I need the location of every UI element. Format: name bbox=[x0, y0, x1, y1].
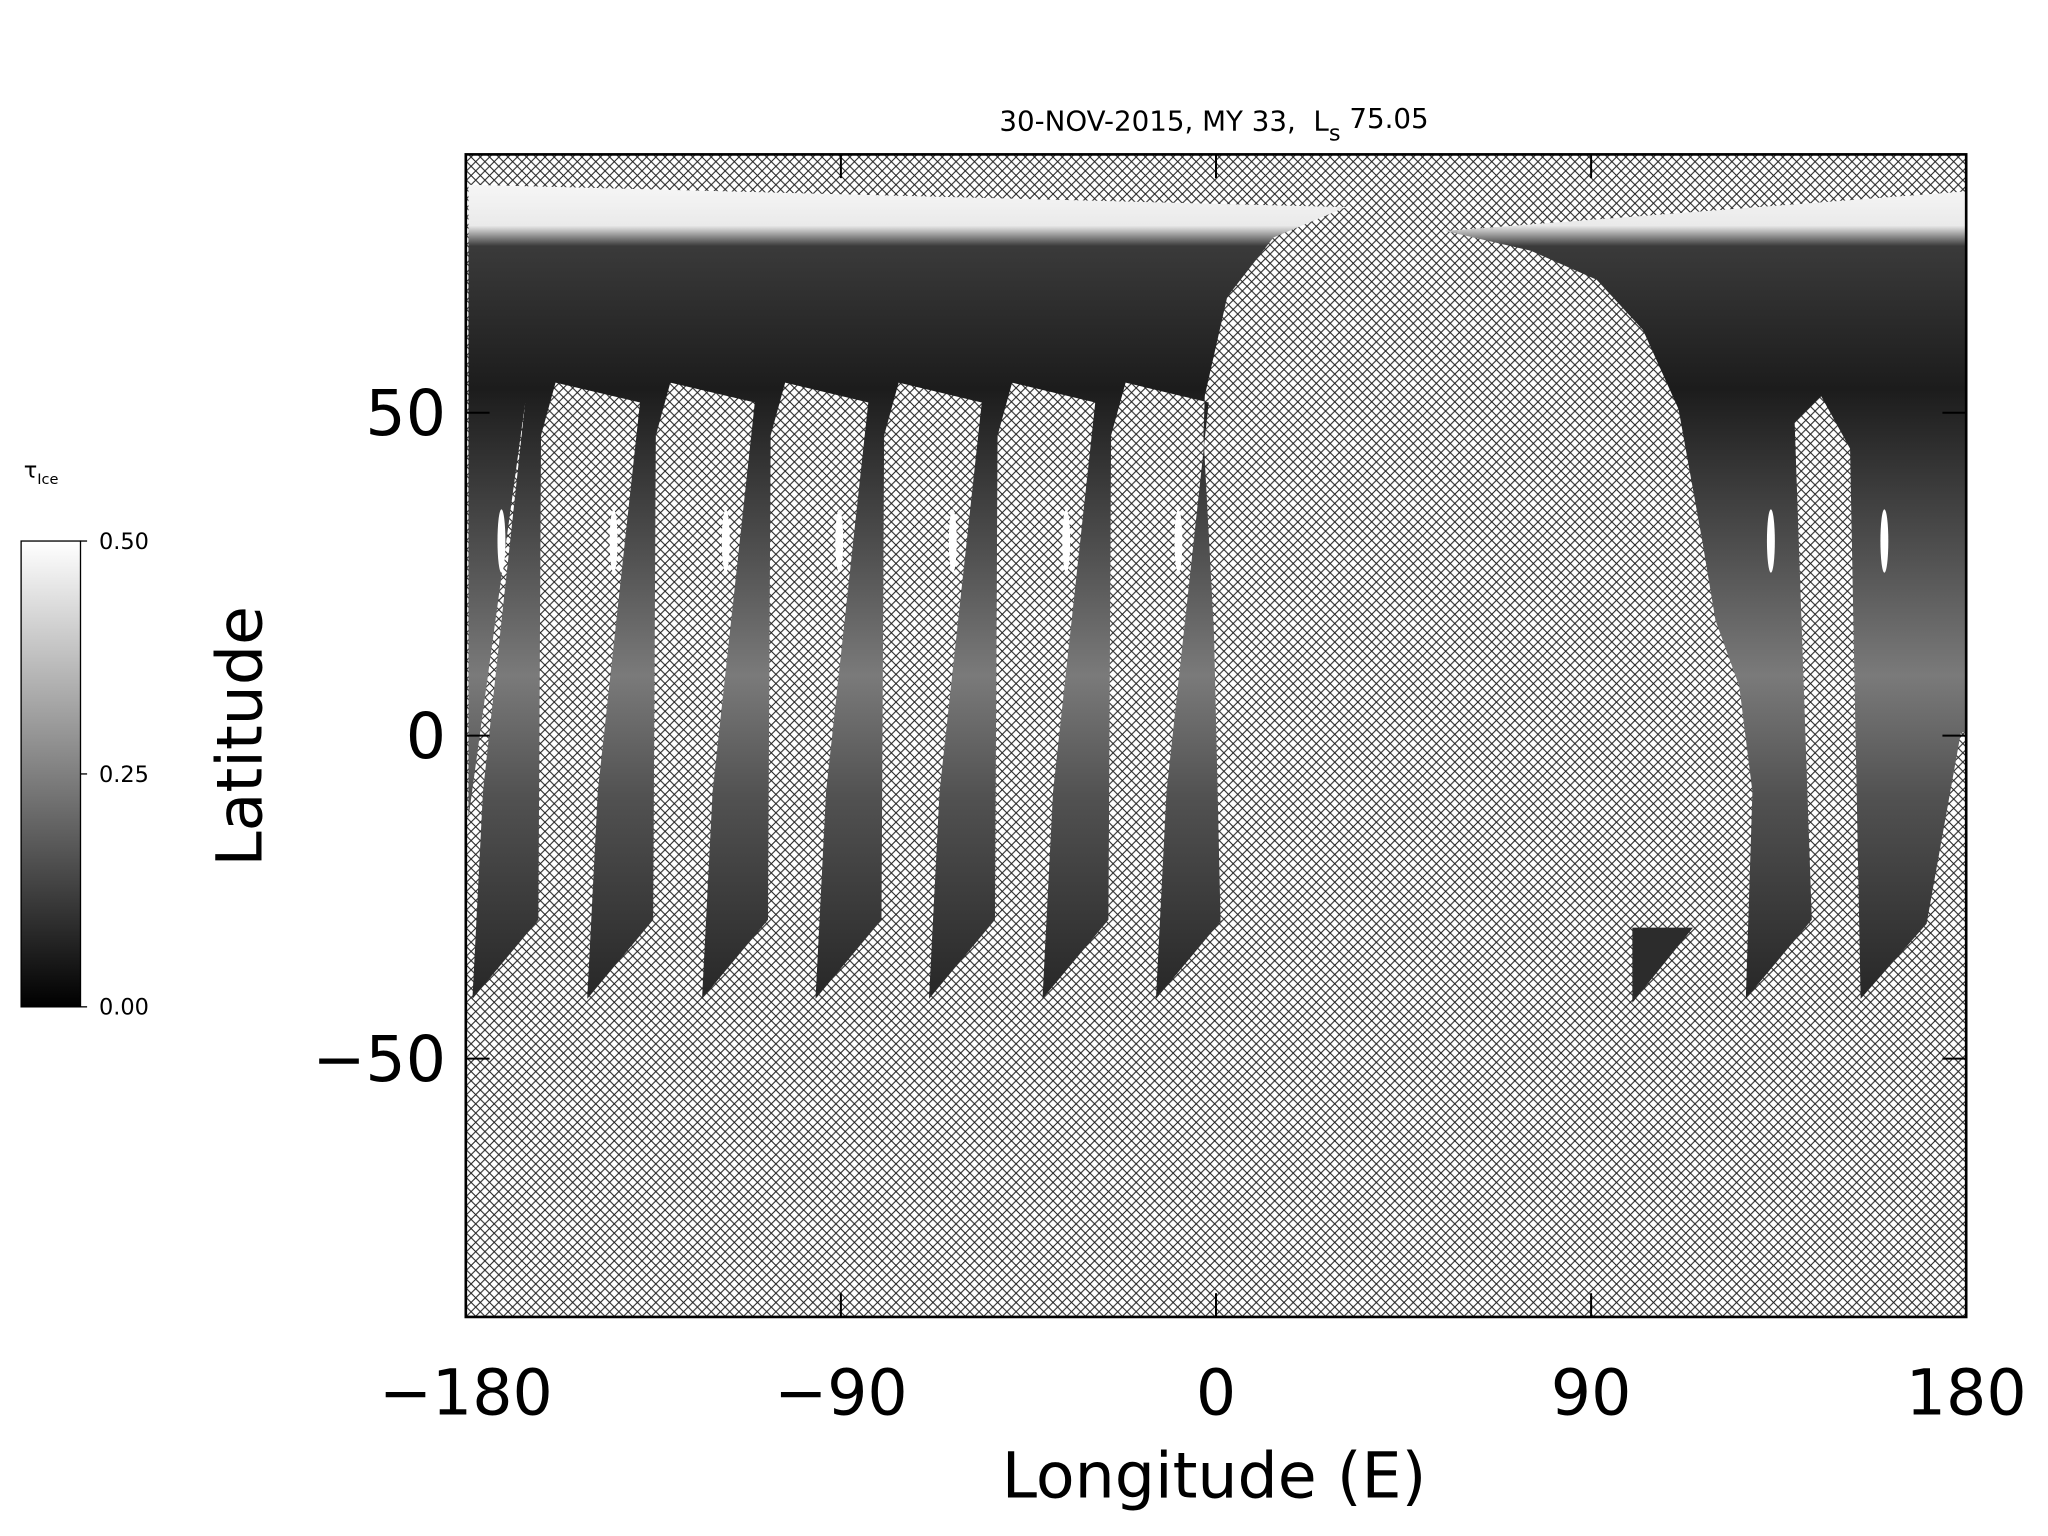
swath-region bbox=[1444, 191, 1967, 999]
text-span: τ bbox=[24, 458, 38, 484]
text-span: 75.05 bbox=[1341, 102, 1429, 135]
swath-region bbox=[468, 184, 1346, 999]
colorbar-tick-label: 0.25 bbox=[99, 762, 149, 788]
x-axis-label: Longitude (E) bbox=[1002, 1439, 1427, 1513]
swath-gap bbox=[1880, 509, 1889, 573]
y-tick-label: −50 bbox=[312, 1022, 446, 1096]
swath-gap bbox=[948, 509, 957, 573]
y-axis-label: Latitude bbox=[202, 606, 276, 867]
x-tick-label: −180 bbox=[379, 1356, 553, 1430]
swath-gap bbox=[497, 509, 506, 573]
swath-gap bbox=[1766, 509, 1775, 573]
swath-gap bbox=[609, 509, 618, 573]
colorbar bbox=[20, 540, 82, 1008]
swath-gap bbox=[721, 509, 730, 573]
text-span: s bbox=[1329, 121, 1341, 147]
x-tick-label: 0 bbox=[1196, 1356, 1236, 1430]
swath-region bbox=[1632, 927, 1694, 1003]
x-tick-label: −90 bbox=[774, 1356, 908, 1430]
plot-area bbox=[464, 153, 1968, 1319]
chart-title: 30-NOV-2015, MY 33, Ls 75.05 bbox=[999, 102, 1428, 146]
colorbar-label: τIce bbox=[24, 458, 59, 489]
text-span: Ice bbox=[37, 472, 58, 488]
y-tick-label: 50 bbox=[365, 376, 446, 450]
text-span: 30-NOV-2015, MY 33, L bbox=[999, 105, 1329, 138]
x-tick-label: 180 bbox=[1906, 1356, 2027, 1430]
y-tick-label: 0 bbox=[406, 699, 446, 773]
x-tick-label: 90 bbox=[1551, 1356, 1632, 1430]
swath-gap bbox=[835, 509, 844, 573]
swath-gap bbox=[1174, 509, 1183, 573]
colorbar-tick-label: 0.50 bbox=[99, 529, 149, 555]
colorbar-tick-label: 0.00 bbox=[99, 995, 149, 1021]
swath-gap bbox=[1062, 509, 1071, 573]
